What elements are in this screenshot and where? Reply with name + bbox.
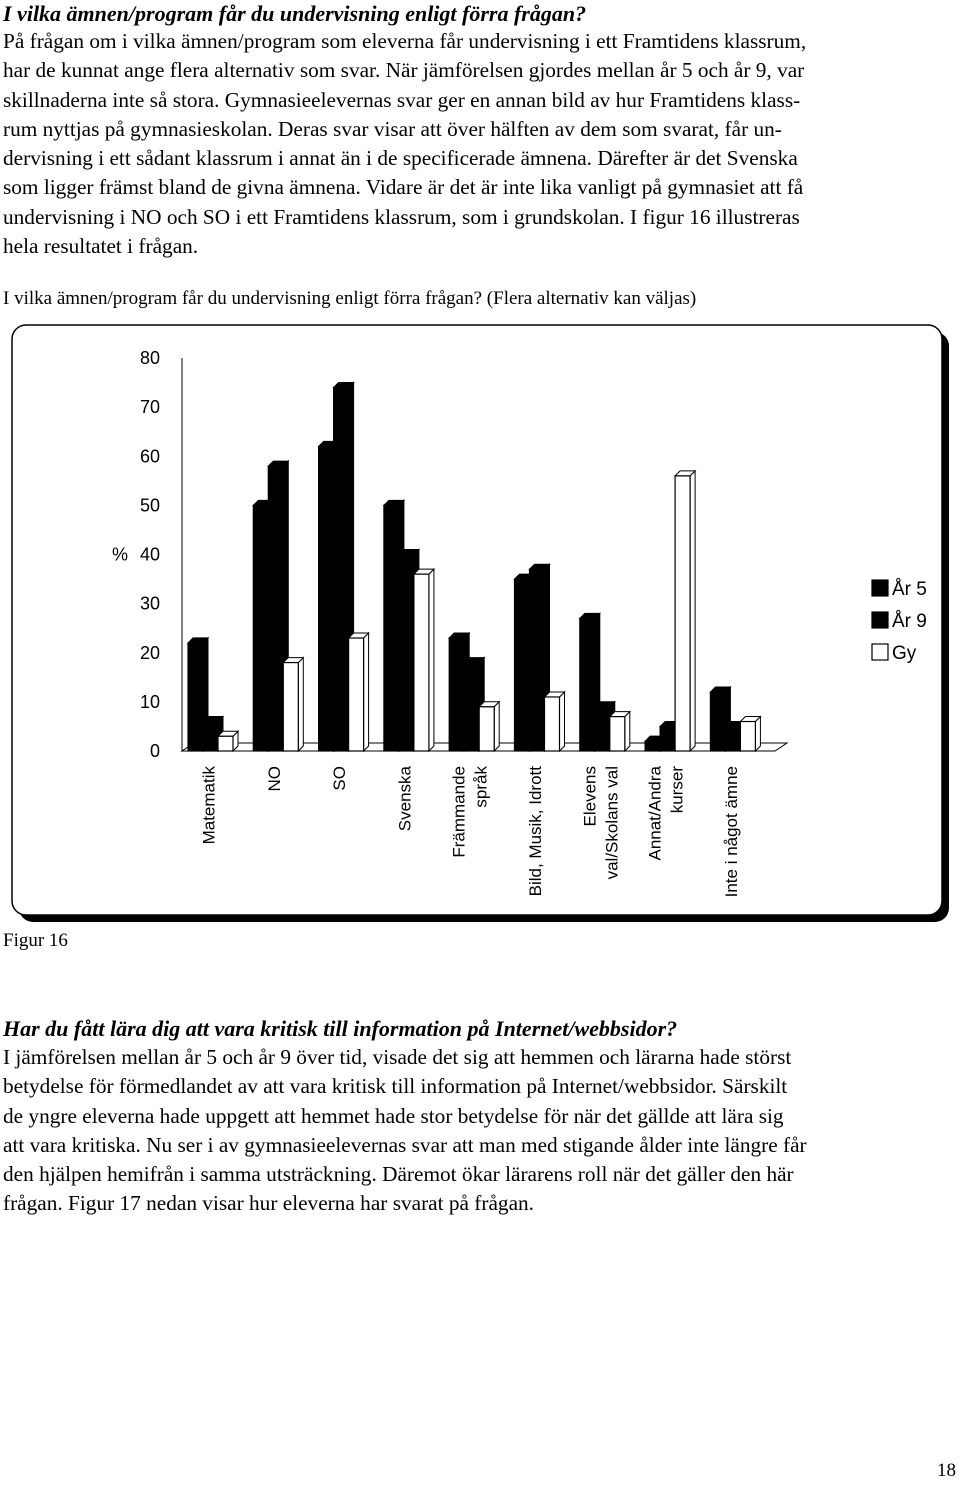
bar-side	[559, 690, 565, 753]
y-tick-label: 50	[140, 495, 160, 515]
paragraph-line: hela resultatet i frågan.	[3, 234, 199, 259]
paragraph-line: dervisning i ett sådant klassrum i annat…	[3, 146, 798, 171]
category-label: Svenska	[395, 765, 414, 831]
bar	[348, 637, 365, 752]
legend-swatch	[871, 643, 889, 661]
y-tick-label: 10	[140, 692, 160, 712]
y-tick-label: 20	[140, 643, 160, 663]
paragraph-line: de yngre eleverna hade uppgett att hemme…	[3, 1103, 784, 1128]
legend-label: År 5	[892, 579, 927, 600]
category-label: Elevens	[580, 766, 599, 826]
bar	[202, 720, 219, 752]
paragraph-line: att vara kritiska. Nu ser i av gymnasiee…	[3, 1132, 807, 1157]
bar	[739, 720, 757, 752]
category-label: SO	[330, 766, 349, 791]
y-tick-label: 70	[140, 397, 160, 417]
bar	[318, 445, 335, 752]
bar	[674, 475, 691, 752]
bar	[659, 725, 676, 752]
bar	[413, 573, 430, 752]
legend-swatch	[871, 611, 889, 629]
paragraph-line: rum nyttjas på gymnasieskolan. Deras sva…	[3, 116, 782, 141]
section-heading: Har du fått lära dig att vara kritisk ti…	[3, 1016, 678, 1041]
body-paragraph: På frågan om i vilka ämnen/program som e…	[3, 27, 958, 261]
bar	[644, 740, 661, 752]
y-tick-label: 80	[140, 348, 160, 368]
paragraph-line: betydelse för förmedlandet av att vara k…	[3, 1074, 788, 1099]
section-heading: I vilka ämnen/program får du undervisnin…	[3, 1, 587, 26]
bar	[478, 706, 495, 752]
paragraph-line: skillnaderna inte så stora. Gymnasieelev…	[3, 87, 801, 112]
y-tick-label: 60	[140, 446, 160, 466]
paragraph-line: frågan. Figur 17 nedan visar hur elevern…	[3, 1191, 535, 1216]
category-label: språk	[472, 766, 491, 808]
bar-chart: 0 10 20 30 40 50 60 70 80% Matematik NO SO Svenska Fr…	[11, 324, 949, 922]
bar	[282, 661, 299, 752]
bar	[609, 716, 626, 752]
bar	[724, 725, 742, 752]
bar-side	[428, 567, 435, 753]
bar	[383, 504, 400, 752]
body-paragraph: I jämförelsen mellan år 5 och år 9 över …	[3, 1043, 958, 1219]
bar	[594, 706, 611, 752]
category-label: kurser	[668, 766, 687, 814]
legend-swatch	[871, 579, 889, 597]
bar	[267, 465, 284, 752]
bar	[579, 617, 596, 752]
category-label: Bild, Musik, Idrott	[526, 766, 545, 897]
category-label: val/Skolans val	[602, 766, 621, 879]
bar	[217, 735, 234, 752]
page-number: 18	[937, 1460, 956, 1481]
bar	[333, 386, 350, 752]
legend-label: Gy	[892, 643, 917, 664]
bar-side	[754, 715, 761, 753]
paragraph-line: den hjälpen hemifrån i samma utsträcknin…	[3, 1162, 794, 1187]
legend-label: År 9	[892, 611, 927, 632]
paragraph-line: I jämförelsen mellan år 5 och år 9 över …	[3, 1045, 792, 1069]
figure-label: Figur 16	[3, 930, 68, 951]
bar	[463, 661, 480, 752]
bar	[252, 504, 269, 752]
bar-side	[297, 656, 304, 753]
bar-side	[363, 631, 370, 753]
paragraph-line: som ligger främst bland de givna ämnena.…	[3, 175, 804, 200]
category-label: Inte i något ämne	[722, 766, 741, 897]
bar	[187, 642, 204, 752]
y-axis-label: %	[112, 545, 128, 565]
paragraph-line: undervisning i NO och SO i ett Framtiden…	[3, 204, 800, 229]
category-label: NO	[265, 766, 284, 792]
bar	[709, 691, 727, 752]
category-label: Främmande	[450, 766, 469, 858]
y-tick-label: 40	[140, 545, 160, 565]
y-tick-label: 0	[150, 741, 160, 761]
paragraph-line: har de kunnat ange flera alternativ som …	[3, 58, 805, 83]
bar-side	[493, 700, 500, 753]
chart-frame	[11, 324, 943, 916]
bar-side	[689, 469, 696, 753]
chart-question: I vilka ämnen/program får du undervisnin…	[3, 288, 697, 309]
bar	[543, 696, 561, 752]
category-label: Annat/Andra	[646, 765, 665, 860]
y-tick-label: 30	[140, 594, 160, 614]
bar	[448, 637, 465, 752]
bar-side	[624, 710, 631, 753]
paragraph-line: På frågan om i vilka ämnen/program som e…	[3, 29, 807, 53]
bar	[398, 553, 415, 752]
bar	[513, 578, 531, 752]
bar	[528, 568, 546, 752]
category-label: Matematik	[199, 766, 218, 845]
